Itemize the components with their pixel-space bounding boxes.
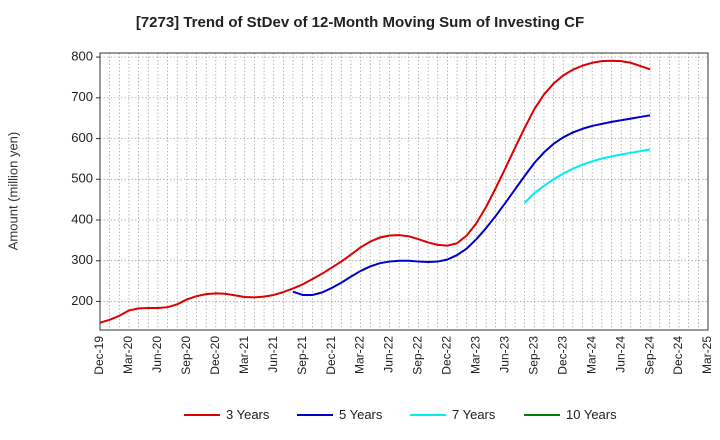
x-tick-label: Jun-23 [498, 336, 512, 373]
series-line-5-years [292, 114, 651, 296]
legend-swatch [184, 414, 220, 416]
x-tick-label: Sep-21 [295, 336, 309, 375]
x-tick-label: Sep-20 [179, 336, 193, 375]
x-tick-label: Jun-24 [613, 336, 627, 373]
x-tick-label-group: Dec-20 [208, 336, 222, 375]
x-tick-label-group: Mar-22 [353, 336, 367, 374]
y-axis-title: Amount (million yen) [5, 132, 20, 251]
x-tick-label-group: Mar-20 [121, 336, 135, 374]
series-line-3-years [99, 59, 651, 324]
y-tick-labels: 200 300 400 500 600 700 800 [71, 49, 100, 308]
x-tick-label: Dec-20 [208, 336, 222, 375]
x-tick-label-group: Mar-25 [700, 336, 714, 374]
x-tick-label: Dec-24 [671, 336, 685, 375]
x-tick-label: Dec-22 [440, 336, 454, 375]
x-tick-label-group: Sep-20 [179, 336, 193, 375]
x-tick-label-group: Sep-24 [642, 336, 656, 375]
legend-swatch [297, 414, 333, 416]
x-tick-label-group: Jun-20 [150, 336, 164, 373]
x-tick-label-group: Dec-19 [92, 336, 106, 375]
y-tick-label: 400 [71, 211, 93, 226]
x-tick-label-group: Jun-24 [613, 336, 627, 373]
legend-swatch [524, 414, 560, 416]
x-tick-label: Mar-23 [469, 336, 483, 374]
y-tick-label: 200 [71, 293, 93, 308]
y-tick-label: 800 [71, 49, 93, 64]
x-tick-label-group: Sep-21 [295, 336, 309, 375]
y-tick-label: 300 [71, 252, 93, 267]
y-tick-label: 600 [71, 130, 93, 145]
series-line-7-years [523, 148, 651, 204]
x-tick-label-group: Dec-23 [555, 336, 569, 375]
x-tick-label: Dec-23 [555, 336, 569, 375]
x-tick-label-group: Sep-22 [411, 336, 425, 375]
x-tick-label: Jun-20 [150, 336, 164, 373]
y-tick-label: 700 [71, 89, 93, 104]
x-tick-label: Dec-21 [324, 336, 338, 375]
x-tick-label-group: Mar-24 [584, 336, 598, 374]
x-tick-label: Sep-24 [642, 336, 656, 375]
x-tick-label: Mar-20 [121, 336, 135, 374]
x-tick-labels: Dec-19 Mar-20 Jun-20 Sep-20 Dec-20 Mar-21 Jun-… [92, 336, 714, 375]
legend-label: 5 Years [339, 407, 383, 422]
x-tick-label: Jun-21 [266, 336, 280, 373]
x-tick-label: Jun-22 [382, 336, 396, 373]
x-tick-label-group: Jun-22 [382, 336, 396, 373]
x-tick-label: Mar-22 [353, 336, 367, 374]
x-tick-label-group: Sep-23 [526, 336, 540, 375]
plot-border [99, 52, 709, 331]
y-tick-label: 500 [71, 171, 93, 186]
legend-label: 10 Years [566, 407, 617, 422]
x-tick-label-group: Jun-23 [498, 336, 512, 373]
x-tick-label-group: Dec-24 [671, 336, 685, 375]
x-tick-label: Mar-21 [237, 336, 251, 374]
x-tick-label-group: Dec-22 [440, 336, 454, 375]
x-tick-label-group: Mar-23 [469, 336, 483, 374]
x-tick-label-group: Mar-21 [237, 336, 251, 374]
x-tick-label-group: Jun-21 [266, 336, 280, 373]
legend-label: 3 Years [226, 407, 270, 422]
x-tick-label: Sep-22 [411, 336, 425, 375]
x-tick-label-group: Dec-21 [324, 336, 338, 375]
y-axis-title-svg: Amount (million yen) [5, 132, 20, 251]
chart-title: [7273] Trend of StDev of 12-Month Moving… [135, 14, 585, 31]
legend-label: 7 Years [452, 407, 496, 422]
x-tick-label: Mar-24 [584, 336, 598, 374]
x-tick-label: Mar-25 [700, 336, 714, 374]
legend: 3 Years 5 Years 7 Years 10 Years [0, 405, 720, 425]
x-tick-label: Sep-23 [526, 336, 540, 375]
legend-swatch [410, 414, 446, 416]
plot-area [100, 53, 708, 330]
grid-layer [100, 53, 708, 330]
series-layer [99, 59, 651, 324]
x-tick-label: Dec-19 [92, 336, 106, 375]
